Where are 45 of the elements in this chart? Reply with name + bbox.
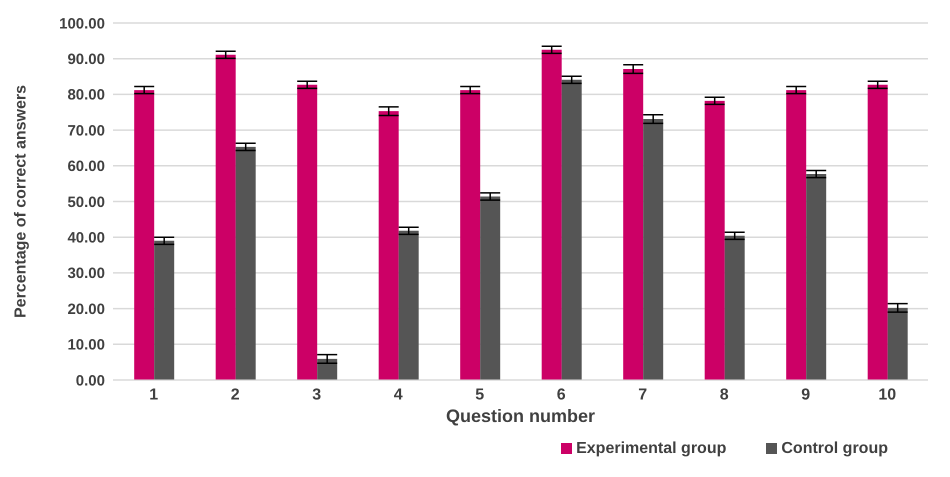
bar bbox=[480, 196, 500, 380]
y-tick-label: 10.00 bbox=[67, 336, 105, 354]
bar bbox=[236, 146, 256, 380]
bar bbox=[623, 69, 644, 380]
bar bbox=[724, 236, 745, 380]
y-tick-label: 20.00 bbox=[67, 300, 105, 318]
x-tick-label: 8 bbox=[720, 386, 729, 404]
x-tick-label: 3 bbox=[312, 386, 322, 404]
bar bbox=[542, 50, 562, 380]
y-tick-label: 90.00 bbox=[67, 51, 105, 68]
bar bbox=[806, 174, 826, 380]
bar bbox=[460, 90, 480, 380]
bar bbox=[154, 240, 174, 380]
bar bbox=[297, 84, 318, 380]
bar bbox=[562, 80, 582, 380]
y-tick-label: 40.00 bbox=[67, 230, 105, 247]
y-tick-label: 70.00 bbox=[67, 122, 105, 140]
bar bbox=[216, 54, 236, 380]
x-tick-label: 4 bbox=[394, 386, 403, 404]
y-tick-label: 50.00 bbox=[67, 194, 105, 211]
bar bbox=[888, 308, 908, 380]
bar bbox=[868, 84, 888, 380]
bar bbox=[317, 358, 338, 380]
y-tick-label: 100.00 bbox=[59, 15, 105, 32]
bar bbox=[134, 90, 154, 380]
x-tick-label: 5 bbox=[475, 386, 484, 404]
x-tick-label: 10 bbox=[878, 386, 896, 404]
bar bbox=[398, 230, 419, 380]
x-tick-label: 7 bbox=[638, 386, 648, 404]
x-tick-label: 9 bbox=[801, 386, 810, 404]
x-tick-label: 6 bbox=[556, 386, 566, 404]
y-tick-label: 30.00 bbox=[67, 265, 105, 282]
x-axis-title: Question number bbox=[446, 406, 596, 426]
y-tick-label: 0.00 bbox=[76, 372, 105, 390]
bar bbox=[643, 119, 664, 380]
bar bbox=[378, 111, 399, 380]
bar bbox=[704, 100, 725, 380]
y-axis-title: Percentage of correct answers bbox=[12, 84, 30, 318]
bar bbox=[786, 90, 806, 380]
x-tick-label: 1 bbox=[149, 386, 158, 404]
x-tick-label: 2 bbox=[230, 386, 240, 404]
legend-label: Control group bbox=[781, 440, 888, 457]
y-tick-label: 60.00 bbox=[67, 158, 105, 176]
legend-label: Experimental group bbox=[576, 440, 726, 457]
y-tick-label: 80.00 bbox=[67, 86, 105, 104]
